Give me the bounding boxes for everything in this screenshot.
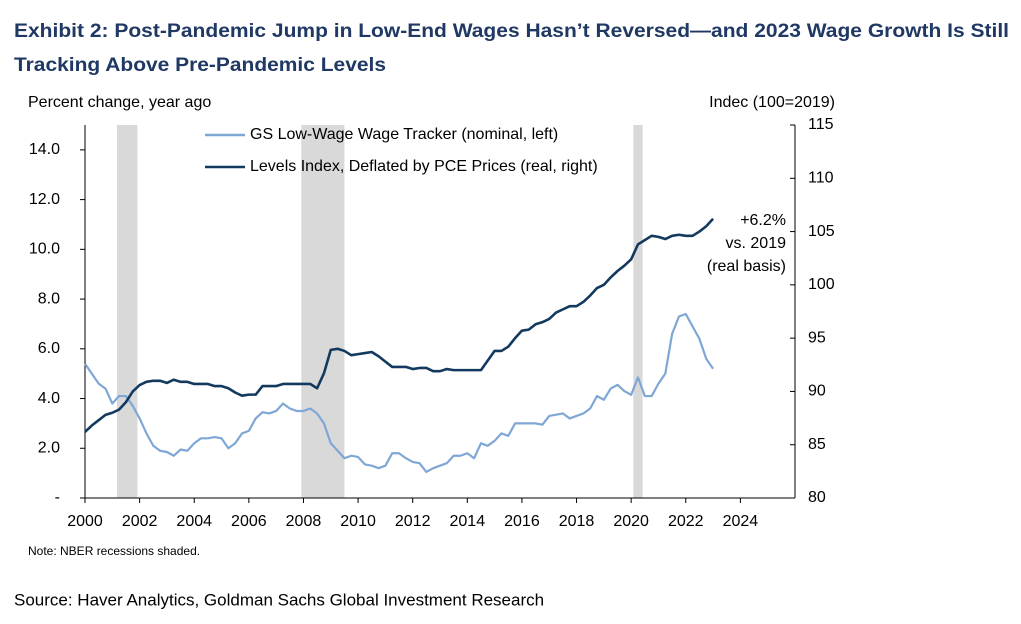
- x-tick-label: 2000: [67, 513, 103, 530]
- recession-band: [633, 125, 643, 498]
- y-tick-label: 10.0: [29, 241, 60, 258]
- chart-title: Exhibit 2: Post-Pandemic Jump in Low-End…: [14, 21, 1009, 42]
- x-tick-label: 2022: [668, 513, 704, 530]
- recession-band: [301, 125, 345, 498]
- y2-tick-label: 95: [808, 329, 826, 346]
- recession-band: [116, 125, 138, 498]
- x-tick-label: 2008: [286, 513, 322, 530]
- y2-axis-label: Indec (100=2019): [709, 94, 835, 111]
- x-tick-label: 2020: [613, 513, 649, 530]
- y-tick-label: 6.0: [38, 340, 60, 357]
- y2-tick-label: 90: [808, 383, 826, 400]
- source: Source: Haver Analytics, Goldman Sachs G…: [14, 590, 544, 609]
- y-tick-label: 4.0: [38, 390, 60, 407]
- x-tick-label: 2014: [450, 513, 486, 530]
- legend-label: GS Low-Wage Wage Tracker (nominal, left): [250, 126, 558, 143]
- x-tick-label: 2018: [559, 513, 595, 530]
- annotation: (real basis): [707, 258, 786, 275]
- y-tick-label: 12.0: [29, 191, 60, 208]
- y-tick-label: -: [55, 489, 60, 506]
- annotation: vs. 2019: [726, 235, 787, 252]
- x-tick-label: 2016: [504, 513, 540, 530]
- x-tick-label: 2012: [395, 513, 431, 530]
- y2-tick-label: 100: [808, 276, 835, 293]
- y-tick-label: 2.0: [38, 439, 60, 456]
- series-line: [84, 217, 715, 433]
- x-tick-label: 2024: [723, 513, 759, 530]
- x-tick-label: 2010: [340, 513, 376, 530]
- chart-title: Tracking Above Pre-Pandemic Levels: [14, 55, 386, 76]
- y2-tick-label: 80: [808, 489, 826, 506]
- note: Note: NBER recessions shaded.: [28, 544, 200, 558]
- annotation: +6.2%: [740, 212, 786, 229]
- x-tick-label: 2006: [231, 513, 267, 530]
- legend-label: Levels Index, Deflated by PCE Prices (re…: [250, 158, 598, 175]
- y2-tick-label: 115: [808, 116, 834, 133]
- x-tick-label: 2002: [122, 513, 158, 530]
- y2-tick-label: 105: [808, 223, 835, 240]
- y2-tick-label: 110: [808, 170, 834, 187]
- y-axis-label: Percent change, year ago: [28, 94, 211, 111]
- y-tick-label: 8.0: [38, 290, 60, 307]
- y2-tick-label: 85: [808, 436, 826, 453]
- series-line: [84, 312, 714, 473]
- y-tick-label: 14.0: [29, 141, 60, 158]
- x-tick-label: 2004: [176, 513, 212, 530]
